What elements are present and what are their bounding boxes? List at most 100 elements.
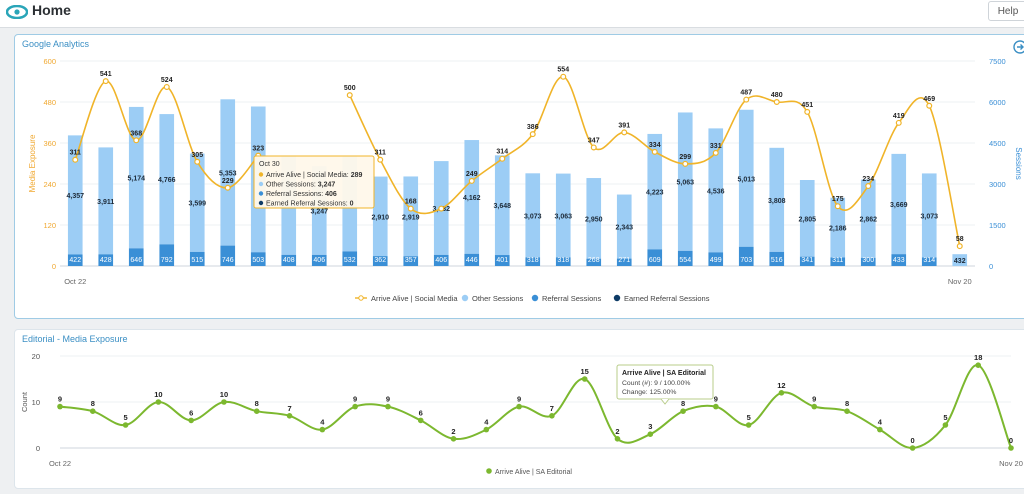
y-axis-label: Count — [20, 391, 29, 412]
x-tick-last: Nov 20 — [999, 459, 1023, 468]
editorial-label: 3 — [648, 422, 652, 431]
social-media-point — [346, 92, 353, 99]
social-media-label: 487 — [740, 90, 752, 97]
other-sessions-label: 3,648 — [493, 203, 511, 210]
social-media-point — [773, 98, 780, 105]
editorial-point — [483, 426, 490, 433]
y-tick-right: 6000 — [989, 98, 1006, 107]
editorial-point — [253, 408, 260, 414]
y-tick-right: 7500 — [989, 57, 1006, 66]
editorial-point — [352, 403, 358, 410]
bar-referral-sessions — [250, 252, 266, 266]
legend-marker — [358, 295, 364, 301]
editorial-label: 7 — [287, 404, 291, 413]
editorial-label: 9 — [58, 395, 62, 404]
bar-other-sessions — [189, 153, 205, 252]
bar-referral-sessions — [98, 254, 114, 266]
editorial-point — [155, 399, 162, 405]
editorial-point — [778, 390, 785, 396]
social-media-point — [926, 102, 933, 109]
referral-label: 341 — [801, 257, 813, 264]
social-media-label: 347 — [588, 137, 600, 144]
legend-label: Arrive Alive | Social Media — [371, 294, 458, 303]
social-media-label: 175 — [832, 196, 844, 203]
editorial-label: 9 — [517, 395, 521, 404]
social-media-point — [102, 78, 109, 85]
editorial-point — [417, 417, 424, 424]
legend-marker — [461, 294, 469, 302]
referral-label: 433 — [893, 257, 905, 264]
social-media-label: 524 — [161, 77, 173, 84]
social-media-point — [72, 156, 79, 163]
social-media-point — [743, 96, 750, 103]
bar-other-sessions — [555, 173, 571, 258]
bar-other-sessions — [98, 147, 114, 255]
tooltip-box — [253, 155, 375, 209]
top-bar: Home Help — [0, 0, 1024, 28]
editorial-label: 8 — [91, 399, 95, 408]
y-tick-left: 0 — [52, 262, 56, 271]
social-media-point — [468, 177, 475, 184]
bar-other-sessions — [67, 135, 83, 255]
other-sessions-label: 432 — [954, 258, 966, 265]
google-analytics-panel: Google Analytics 600 480 360 240 120 0 7500 600… — [14, 34, 1024, 319]
tooltip-date: Oct 30 — [259, 161, 280, 168]
other-sessions-label: 4,223 — [646, 190, 664, 197]
editorial-point — [188, 417, 194, 424]
bar-referral-sessions — [586, 258, 602, 266]
other-sessions-label: 4,162 — [463, 195, 481, 202]
y-tick-right: 4500 — [989, 139, 1006, 148]
editorial-point — [877, 426, 883, 433]
social-media-point — [621, 129, 628, 136]
bar-other-sessions — [952, 254, 968, 266]
editorial-point — [286, 413, 293, 419]
y-tick-left: 600 — [43, 57, 56, 66]
bar-referral-sessions — [525, 257, 541, 266]
social-media-point — [956, 243, 963, 250]
bar-referral-sessions — [220, 245, 236, 266]
social-media-label: 331 — [710, 143, 722, 150]
y-tick: 0 — [36, 444, 40, 453]
other-sessions-label: 4,536 — [707, 188, 725, 195]
other-sessions-label: 5,063 — [676, 180, 694, 187]
other-sessions-label: 3,247 — [310, 209, 328, 216]
bar-referral-sessions — [616, 258, 632, 266]
tooltip-row-value: 0 — [350, 201, 354, 208]
editorial-panel: Editorial - Media Exposure 20 10 0 Count Oct… — [14, 329, 1024, 489]
social-media-label: 249 — [466, 171, 478, 178]
tooltip-count: Count (#): 9 / 100.00% — [622, 380, 690, 387]
bar-other-sessions — [708, 128, 724, 253]
editorial-label: 9 — [353, 395, 357, 404]
help-button[interactable]: Help — [988, 1, 1024, 21]
editorial-point — [450, 436, 457, 442]
referral-label: 318 — [527, 257, 539, 264]
logo-icon — [6, 5, 28, 19]
social-media-point — [163, 83, 170, 90]
bar-referral-sessions — [67, 254, 83, 266]
other-sessions-label: 3,599 — [188, 201, 206, 208]
bar-referral-sessions — [128, 248, 144, 266]
social-media-point — [529, 131, 536, 138]
editorial-point — [221, 399, 227, 405]
arrow-right-icon[interactable] — [1013, 40, 1024, 54]
social-media-label: 554 — [557, 67, 569, 74]
bar-other-sessions — [525, 173, 541, 258]
editorial-point — [1008, 445, 1014, 451]
bar-other-sessions — [647, 133, 663, 250]
x-tick-first: Oct 22 — [49, 459, 71, 468]
bar-referral-sessions — [555, 257, 571, 266]
editorial-label: 8 — [255, 399, 259, 408]
bar-other-sessions — [738, 109, 754, 247]
legend-label: Arrive Alive | SA Editorial — [495, 469, 572, 476]
bar-other-sessions — [860, 179, 876, 258]
other-sessions-label: 2,343 — [615, 225, 633, 232]
social-media-point — [377, 156, 384, 163]
tooltip-row-label: Referral Sessions: — [266, 191, 325, 198]
editorial-point — [975, 362, 982, 368]
other-sessions-label: 3,073 — [920, 213, 938, 220]
editorial-label: 2 — [451, 427, 455, 436]
social-media-point — [804, 108, 811, 115]
social-media-label: 451 — [801, 102, 813, 109]
other-sessions-label: 3,063 — [554, 213, 572, 220]
bar-other-sessions — [586, 178, 602, 259]
